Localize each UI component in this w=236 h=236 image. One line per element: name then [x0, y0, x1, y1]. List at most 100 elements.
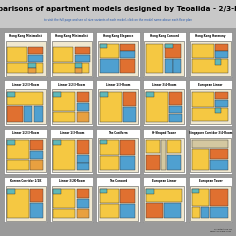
Bar: [77, 140, 89, 154]
Bar: [7, 92, 43, 105]
Bar: [96, 32, 140, 77]
Bar: [50, 128, 93, 174]
Bar: [164, 44, 173, 48]
Bar: [144, 186, 184, 220]
Bar: [189, 128, 232, 174]
Bar: [77, 155, 89, 163]
Text: ...: ...: [210, 87, 211, 88]
Bar: [100, 156, 119, 170]
Bar: [28, 47, 43, 54]
Text: ...: ...: [117, 39, 119, 40]
Text: ...: ...: [164, 135, 165, 136]
Bar: [192, 189, 199, 193]
Bar: [143, 128, 186, 174]
Bar: [146, 92, 154, 97]
Bar: [77, 103, 89, 111]
Bar: [190, 41, 231, 76]
Bar: [215, 100, 228, 107]
Bar: [4, 32, 47, 77]
Bar: [120, 140, 135, 155]
Bar: [7, 189, 15, 194]
Bar: [143, 80, 186, 126]
Text: H-Shaped Tower: H-Shaped Tower: [152, 131, 176, 135]
Bar: [190, 89, 231, 124]
Bar: [53, 92, 76, 111]
Text: ...: ...: [210, 184, 211, 185]
Text: ...: ...: [71, 135, 72, 136]
Bar: [77, 163, 89, 170]
Bar: [146, 189, 182, 202]
Bar: [7, 160, 29, 170]
Bar: [215, 92, 228, 99]
Text: Hong Kong Minimalist: Hong Kong Minimalist: [55, 34, 88, 38]
Bar: [215, 59, 221, 65]
Bar: [75, 55, 90, 62]
Bar: [192, 149, 209, 170]
Bar: [189, 177, 232, 222]
Bar: [120, 204, 135, 218]
Bar: [120, 44, 135, 51]
Bar: [100, 44, 119, 58]
Bar: [120, 156, 135, 170]
Text: Hong Kong Elegance: Hong Kong Elegance: [103, 34, 133, 38]
Bar: [0, 0, 236, 28]
Text: ...: ...: [164, 39, 165, 40]
Bar: [30, 203, 43, 218]
Bar: [215, 108, 221, 113]
Bar: [96, 80, 140, 126]
Bar: [192, 59, 228, 73]
Bar: [100, 92, 122, 122]
Bar: [53, 47, 73, 62]
Bar: [34, 106, 43, 122]
Bar: [144, 138, 184, 172]
Text: The Coalform: The Coalform: [108, 131, 128, 135]
Text: ...: ...: [71, 184, 72, 185]
Bar: [215, 44, 228, 51]
Text: ...: ...: [117, 135, 119, 136]
Bar: [4, 128, 47, 174]
Bar: [100, 189, 119, 203]
Bar: [28, 68, 36, 73]
Bar: [100, 59, 119, 73]
Text: Linear 1/3-Room: Linear 1/3-Room: [60, 131, 84, 135]
Bar: [164, 59, 173, 73]
Bar: [173, 59, 181, 73]
Bar: [7, 47, 27, 62]
Bar: [30, 160, 43, 170]
Text: Linear 3/2K-Room: Linear 3/2K-Room: [59, 179, 85, 183]
Bar: [192, 44, 214, 58]
Bar: [77, 199, 89, 208]
Bar: [210, 189, 228, 206]
Bar: [123, 107, 136, 122]
Bar: [120, 51, 135, 58]
Bar: [192, 92, 214, 107]
Bar: [5, 41, 46, 76]
Bar: [100, 204, 119, 218]
Text: ...: ...: [25, 87, 26, 88]
Text: to visit the full page and see all size variants of each model, click on the mod: to visit the full page and see all size …: [44, 18, 192, 22]
Bar: [53, 140, 61, 145]
Bar: [75, 63, 82, 68]
Bar: [210, 160, 228, 170]
Bar: [98, 41, 138, 76]
Text: Hong Kong Minimalist: Hong Kong Minimalist: [9, 34, 42, 38]
Bar: [189, 80, 232, 126]
Bar: [201, 207, 209, 218]
Bar: [98, 89, 138, 124]
Bar: [169, 92, 182, 105]
Bar: [215, 51, 228, 58]
Text: Singapore Corridor 3/4-Room: Singapore Corridor 3/4-Room: [189, 131, 232, 135]
Text: The Concord: The Concord: [109, 179, 127, 183]
Bar: [146, 92, 168, 122]
Text: ...: ...: [210, 135, 211, 136]
Bar: [50, 32, 93, 77]
Bar: [75, 68, 82, 73]
Text: ...: ...: [25, 135, 26, 136]
Bar: [24, 106, 32, 122]
Text: ...: ...: [117, 87, 119, 88]
Bar: [96, 128, 140, 174]
Text: ...: ...: [164, 87, 165, 88]
Bar: [7, 189, 29, 218]
Bar: [53, 189, 61, 194]
Bar: [77, 92, 89, 102]
